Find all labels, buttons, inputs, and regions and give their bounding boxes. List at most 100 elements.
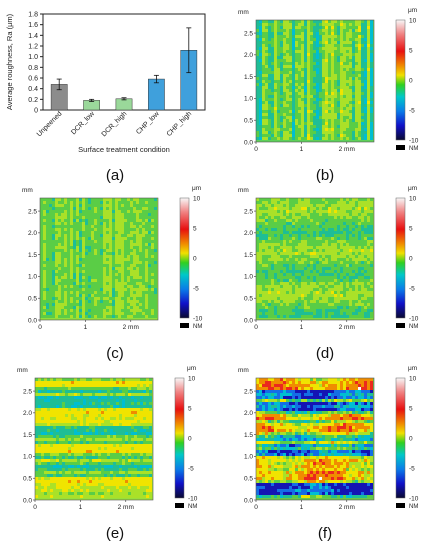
map-cell: [52, 240, 55, 243]
map-cell: [256, 303, 259, 306]
map-cell: [100, 228, 103, 231]
map-cell: [154, 222, 157, 225]
map-cell: [91, 240, 94, 243]
map-cell: [295, 240, 298, 243]
map-cell: [301, 50, 304, 53]
map-cell: [307, 95, 310, 98]
map-cell: [286, 35, 289, 38]
map-cell: [283, 273, 286, 276]
map-cell: [316, 56, 319, 59]
map-cell: [118, 237, 121, 240]
map-cell: [364, 131, 367, 134]
map-cell: [334, 288, 337, 291]
colorbar-tick-label: 10: [409, 195, 417, 202]
map-cell: [304, 210, 307, 213]
map-cell: [130, 279, 133, 282]
map-cell: [334, 35, 337, 38]
map-cell: [268, 47, 271, 50]
map-cell: [343, 119, 346, 122]
map-cell: [145, 282, 148, 285]
map-cell: [364, 261, 367, 264]
map-cell: [298, 80, 301, 83]
map-cell: [295, 210, 298, 213]
map-cell: [79, 225, 82, 228]
map-cell: [262, 122, 265, 125]
map-cell: [331, 315, 334, 318]
map-cell: [325, 288, 328, 291]
map-cell: [103, 309, 106, 312]
map-cell: [313, 282, 316, 285]
map-cell: [319, 306, 322, 309]
map-cell: [127, 207, 130, 210]
map-cell: [124, 312, 127, 315]
map-cell: [259, 80, 262, 83]
map-cell: [265, 264, 268, 267]
map-cell: [61, 228, 64, 231]
y-tick-label: 0.5: [244, 296, 253, 303]
map-cell: [88, 315, 91, 318]
map-cell: [304, 216, 307, 219]
map-cell: [361, 104, 364, 107]
map-cell: [364, 276, 367, 279]
map-cell: [307, 107, 310, 110]
map-cell: [331, 50, 334, 53]
map-cell: [364, 53, 367, 56]
map-cell: [88, 258, 91, 261]
map-cell: [298, 300, 301, 303]
map-cell: [268, 315, 271, 318]
map-cell: [67, 234, 70, 237]
map-cell: [136, 228, 139, 231]
map-cell: [88, 300, 91, 303]
map-cell: [79, 276, 82, 279]
map-cell: [343, 228, 346, 231]
map-cell: [361, 92, 364, 95]
map-cell: [313, 246, 316, 249]
map-cell: [292, 303, 295, 306]
map-cell: [280, 240, 283, 243]
map-cell: [367, 303, 370, 306]
map-cell: [352, 249, 355, 252]
map-cell: [316, 315, 319, 318]
map-cell: [112, 249, 115, 252]
map-cell: [304, 243, 307, 246]
map-cell: [370, 47, 373, 50]
map-cell: [361, 56, 364, 59]
map-cell: [136, 312, 139, 315]
map-cell: [256, 113, 259, 116]
map-cell: [343, 267, 346, 270]
map-cell: [52, 243, 55, 246]
map-cell: [307, 110, 310, 113]
map-cell: [358, 309, 361, 312]
map-cell: [53, 378, 56, 381]
map-cell: [340, 207, 343, 210]
map-cell: [97, 204, 100, 207]
map-cell: [352, 119, 355, 122]
map-cell: [271, 240, 274, 243]
map-cell: [358, 261, 361, 264]
map-cell: [313, 312, 316, 315]
map-cell: [52, 303, 55, 306]
map-cell: [292, 125, 295, 128]
map-cell: [115, 234, 118, 237]
map-cell: [262, 119, 265, 122]
map-cell: [364, 279, 367, 282]
map-cell: [113, 384, 116, 387]
map-cell: [346, 128, 349, 131]
map-cell: [154, 246, 157, 249]
map-cell: [94, 240, 97, 243]
map-cell: [142, 312, 145, 315]
map-cell: [337, 267, 340, 270]
map-cell: [268, 249, 271, 252]
map-cell: [154, 225, 157, 228]
map-cell: [331, 216, 334, 219]
map-cell: [367, 210, 370, 213]
map-cell: [319, 23, 322, 26]
map-cell: [121, 270, 124, 273]
map-cell: [346, 234, 349, 237]
map-cell: [271, 89, 274, 92]
map-cell: [340, 252, 343, 255]
map-cell: [355, 29, 358, 32]
map-cell: [139, 255, 142, 258]
map-cell: [85, 210, 88, 213]
map-cell: [346, 29, 349, 32]
